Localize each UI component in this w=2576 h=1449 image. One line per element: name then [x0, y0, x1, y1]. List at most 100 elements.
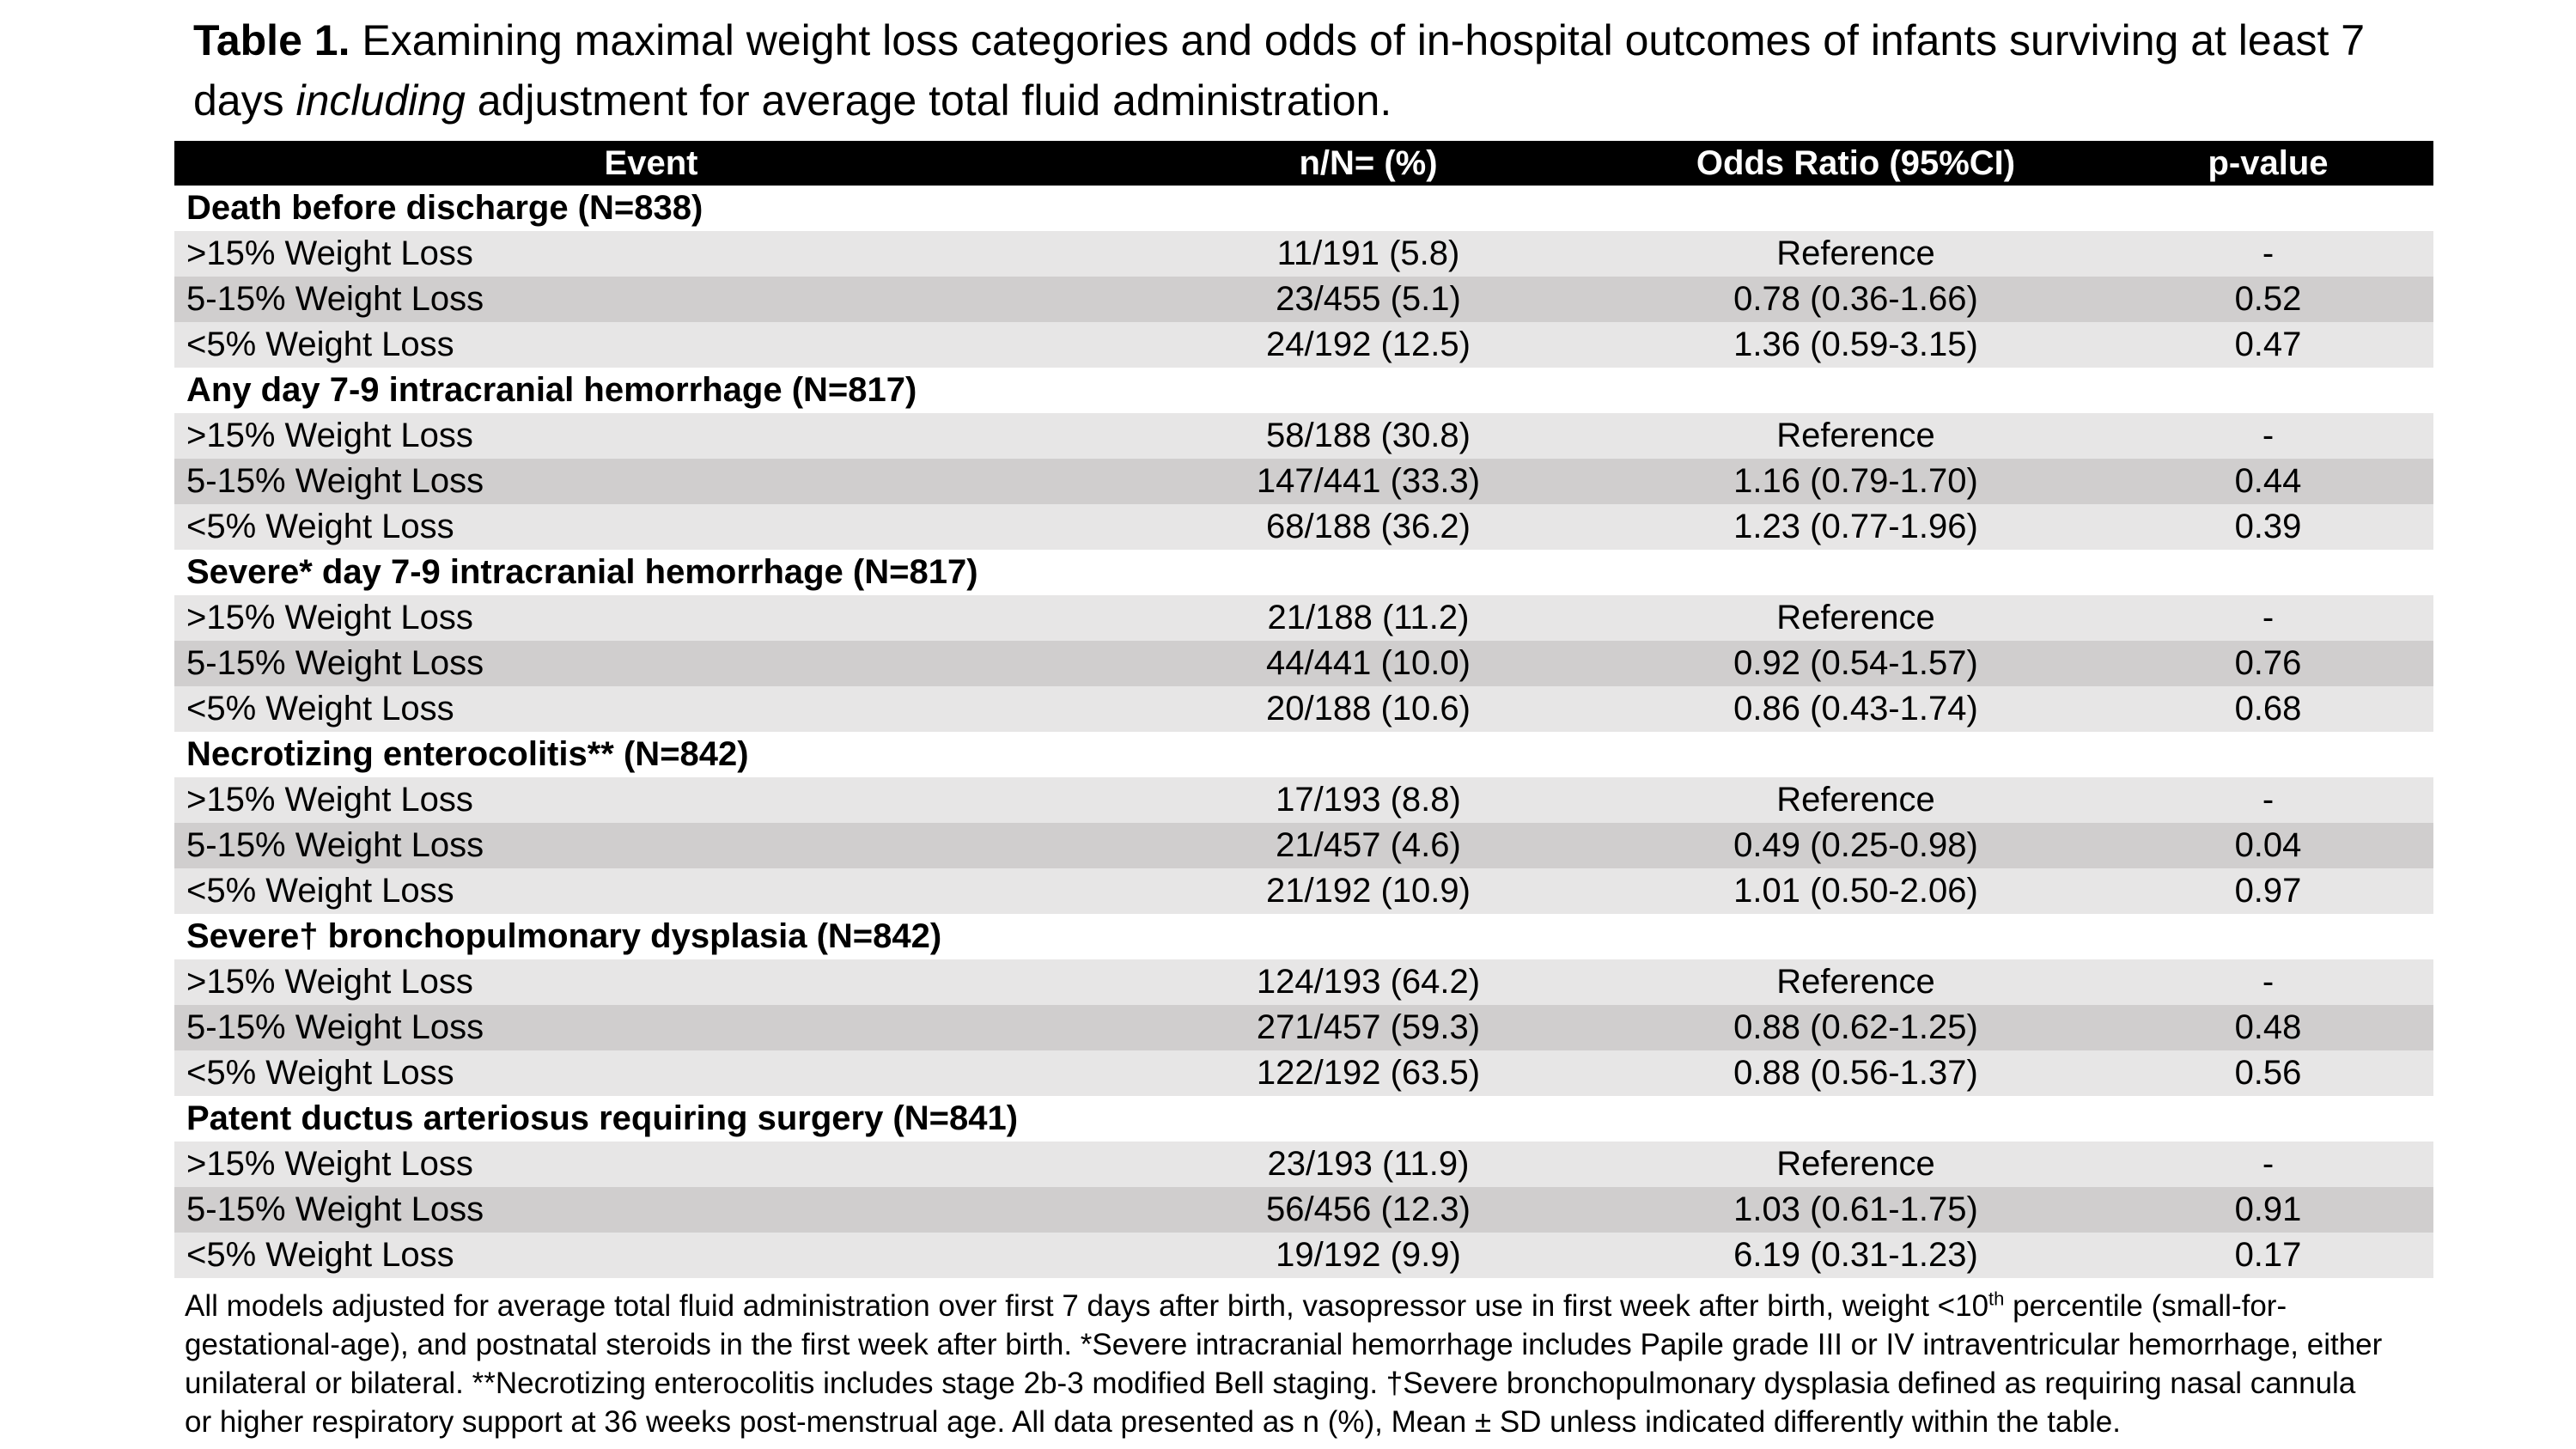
cell-p-value: 0.44	[2103, 459, 2433, 504]
table-row: 5-15% Weight Loss 23/455 (5.1) 0.78 (0.36-…	[174, 277, 2433, 322]
header-odds-ratio: Odds Ratio (95%CI)	[1609, 141, 2103, 186]
cell-n: 124/193 (64.2)	[1128, 959, 1609, 1005]
header-event: Event	[174, 141, 1128, 186]
table-title-label: Table 1.	[193, 16, 350, 64]
cell-p-value: -	[2103, 777, 2433, 823]
cell-event: 5-15% Weight Loss	[174, 1005, 1128, 1050]
cell-p-value: 0.17	[2103, 1233, 2433, 1278]
cell-n: 17/193 (8.8)	[1128, 777, 1609, 823]
table-title-text-2: adjustment for average total fluid admin…	[465, 76, 1392, 125]
section-title: Death before discharge (N=838)	[174, 186, 2433, 231]
cell-p-value: 0.39	[2103, 504, 2433, 550]
cell-odds-ratio: Reference	[1609, 595, 2103, 641]
cell-event: >15% Weight Loss	[174, 777, 1128, 823]
section-header-row: Any day 7-9 intracranial hemorrhage (N=8…	[174, 368, 2433, 413]
cell-event: 5-15% Weight Loss	[174, 823, 1128, 868]
table-row: 5-15% Weight Loss 44/441 (10.0) 0.92 (0.54…	[174, 641, 2433, 686]
section-title: Necrotizing enterocolitis** (N=842)	[174, 732, 2433, 777]
cell-odds-ratio: 1.36 (0.59-3.15)	[1609, 322, 2103, 368]
cell-event: >15% Weight Loss	[174, 595, 1128, 641]
table-row: <5% Weight Loss 21/192 (10.9) 1.01 (0.50-2…	[174, 868, 2433, 914]
cell-n: 44/441 (10.0)	[1128, 641, 1609, 686]
cell-event: >15% Weight Loss	[174, 959, 1128, 1005]
cell-p-value: 0.97	[2103, 868, 2433, 914]
table-row: 5-15% Weight Loss 147/441 (33.3) 1.16 (0.7…	[174, 459, 2433, 504]
cell-event: >15% Weight Loss	[174, 231, 1128, 277]
cell-event: >15% Weight Loss	[174, 413, 1128, 459]
cell-n: 23/455 (5.1)	[1128, 277, 1609, 322]
cell-p-value: 0.76	[2103, 641, 2433, 686]
table-body: Death before discharge (N=838) >15% Weigh…	[174, 186, 2433, 1278]
table-row: 5-15% Weight Loss 56/456 (12.3) 1.03 (0.61…	[174, 1187, 2433, 1233]
section-title: Severe† bronchopulmonary dysplasia (N=84…	[174, 914, 2433, 959]
section-header-row: Severe* day 7-9 intracranial hemorrhage …	[174, 550, 2433, 595]
cell-p-value: -	[2103, 413, 2433, 459]
cell-event: >15% Weight Loss	[174, 1142, 1128, 1187]
cell-p-value: 0.68	[2103, 686, 2433, 732]
header-p-value: p-value	[2103, 141, 2433, 186]
cell-odds-ratio: Reference	[1609, 777, 2103, 823]
cell-odds-ratio: Reference	[1609, 959, 2103, 1005]
cell-event: <5% Weight Loss	[174, 686, 1128, 732]
cell-n: 58/188 (30.8)	[1128, 413, 1609, 459]
cell-n: 122/192 (63.5)	[1128, 1050, 1609, 1096]
table-row: >15% Weight Loss 17/193 (8.8) Reference -	[174, 777, 2433, 823]
cell-odds-ratio: Reference	[1609, 413, 2103, 459]
cell-event: 5-15% Weight Loss	[174, 1187, 1128, 1233]
cell-p-value: 0.91	[2103, 1187, 2433, 1233]
header-n: n/N= (%)	[1128, 141, 1609, 186]
section-header-row: Necrotizing enterocolitis** (N=842)	[174, 732, 2433, 777]
cell-p-value: 0.48	[2103, 1005, 2433, 1050]
cell-odds-ratio: 0.88 (0.62-1.25)	[1609, 1005, 2103, 1050]
cell-event: 5-15% Weight Loss	[174, 459, 1128, 504]
cell-n: 23/193 (11.9)	[1128, 1142, 1609, 1187]
cell-event: 5-15% Weight Loss	[174, 277, 1128, 322]
cell-p-value: -	[2103, 1142, 2433, 1187]
footnote-superscript: th	[1988, 1288, 2005, 1310]
cell-n: 11/191 (5.8)	[1128, 231, 1609, 277]
table-title: Table 1. Examining maximal weight loss c…	[193, 10, 2427, 131]
cell-p-value: 0.52	[2103, 277, 2433, 322]
cell-p-value: -	[2103, 959, 2433, 1005]
cell-event: <5% Weight Loss	[174, 1050, 1128, 1096]
cell-odds-ratio: Reference	[1609, 231, 2103, 277]
cell-n: 24/192 (12.5)	[1128, 322, 1609, 368]
section-title: Any day 7-9 intracranial hemorrhage (N=8…	[174, 368, 2433, 413]
cell-odds-ratio: 1.03 (0.61-1.75)	[1609, 1187, 2103, 1233]
cell-odds-ratio: 0.86 (0.43-1.74)	[1609, 686, 2103, 732]
table-row: >15% Weight Loss 21/188 (11.2) Reference -	[174, 595, 2433, 641]
cell-event: <5% Weight Loss	[174, 868, 1128, 914]
section-header-row: Patent ductus arteriosus requiring surge…	[174, 1096, 2433, 1142]
table-row: 5-15% Weight Loss 21/457 (4.6) 0.49 (0.25-…	[174, 823, 2433, 868]
cell-n: 19/192 (9.9)	[1128, 1233, 1609, 1278]
section-header-row: Severe† bronchopulmonary dysplasia (N=84…	[174, 914, 2433, 959]
cell-odds-ratio: 1.23 (0.77-1.96)	[1609, 504, 2103, 550]
cell-odds-ratio: 1.16 (0.79-1.70)	[1609, 459, 2103, 504]
cell-n: 147/441 (33.3)	[1128, 459, 1609, 504]
cell-n: 21/192 (10.9)	[1128, 868, 1609, 914]
footnote-text-2: percentile (small-for-gestational-age), …	[185, 1289, 2383, 1439]
table-title-text-1: Examining maximal weight loss categories…	[193, 16, 2366, 125]
cell-event: 5-15% Weight Loss	[174, 641, 1128, 686]
cell-event: <5% Weight Loss	[174, 322, 1128, 368]
table-row: <5% Weight Loss 122/192 (63.5) 0.88 (0.56-…	[174, 1050, 2433, 1096]
section-title: Patent ductus arteriosus requiring surge…	[174, 1096, 2433, 1142]
section-header-row: Death before discharge (N=838)	[174, 186, 2433, 231]
table-footnote: All models adjusted for average total fl…	[185, 1287, 2384, 1441]
table-row: <5% Weight Loss 19/192 (9.9) 6.19 (0.31-1.…	[174, 1233, 2433, 1278]
cell-n: 20/188 (10.6)	[1128, 686, 1609, 732]
cell-p-value: 0.04	[2103, 823, 2433, 868]
table-row: >15% Weight Loss 124/193 (64.2) Reference -	[174, 959, 2433, 1005]
cell-event: <5% Weight Loss	[174, 1233, 1128, 1278]
table-title-italic: including	[295, 76, 466, 125]
cell-odds-ratio: 0.92 (0.54-1.57)	[1609, 641, 2103, 686]
cell-p-value: -	[2103, 595, 2433, 641]
table-row: 5-15% Weight Loss 271/457 (59.3) 0.88 (0.6…	[174, 1005, 2433, 1050]
cell-p-value: 0.47	[2103, 322, 2433, 368]
cell-p-value: -	[2103, 231, 2433, 277]
cell-n: 21/457 (4.6)	[1128, 823, 1609, 868]
cell-odds-ratio: 0.49 (0.25-0.98)	[1609, 823, 2103, 868]
table-header-row: Event n/N= (%) Odds Ratio (95%CI) p-valu…	[174, 141, 2433, 186]
table-row: <5% Weight Loss 20/188 (10.6) 0.86 (0.43-1…	[174, 686, 2433, 732]
cell-odds-ratio: 6.19 (0.31-1.23)	[1609, 1233, 2103, 1278]
